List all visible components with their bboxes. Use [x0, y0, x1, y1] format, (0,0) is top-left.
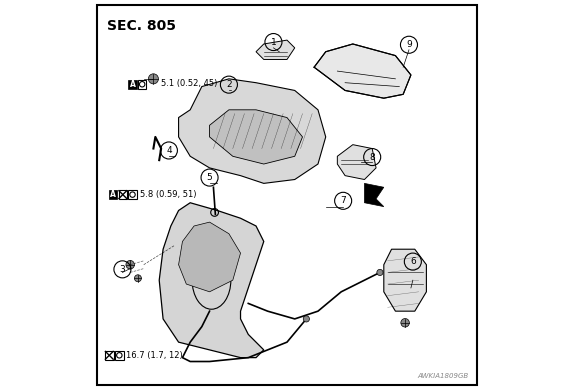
Text: 6: 6: [410, 257, 416, 266]
Circle shape: [148, 74, 158, 84]
Text: A: A: [110, 190, 116, 199]
Polygon shape: [364, 183, 384, 207]
Polygon shape: [384, 249, 426, 311]
Text: 5.1 (0.52, 45): 5.1 (0.52, 45): [161, 80, 218, 89]
Polygon shape: [159, 203, 264, 358]
Circle shape: [377, 269, 383, 276]
Bar: [115, 351, 123, 360]
Text: 2: 2: [226, 80, 232, 89]
Polygon shape: [210, 110, 302, 164]
Text: 9: 9: [406, 40, 412, 49]
Bar: [119, 190, 127, 199]
Text: SEC. 805: SEC. 805: [107, 19, 176, 33]
Text: 5.8 (0.59, 51): 5.8 (0.59, 51): [140, 190, 196, 199]
Text: AWKIA1809GB: AWKIA1809GB: [418, 373, 469, 379]
Bar: [128, 80, 137, 89]
Bar: [128, 190, 137, 199]
Text: 1: 1: [270, 37, 276, 46]
Circle shape: [134, 275, 141, 282]
Text: A: A: [130, 80, 135, 89]
Polygon shape: [256, 40, 294, 59]
Circle shape: [401, 319, 409, 327]
Bar: [109, 190, 118, 199]
Circle shape: [303, 316, 309, 322]
Bar: [105, 351, 114, 360]
Bar: [138, 80, 146, 89]
Polygon shape: [179, 79, 325, 183]
Text: 5: 5: [207, 173, 212, 182]
Text: 7: 7: [340, 196, 346, 205]
Text: 3: 3: [119, 265, 125, 274]
Polygon shape: [314, 44, 411, 98]
Text: 16.7 (1.7, 12): 16.7 (1.7, 12): [126, 351, 183, 360]
Polygon shape: [179, 222, 241, 292]
Circle shape: [126, 261, 134, 269]
Text: 8: 8: [369, 152, 375, 161]
Text: 4: 4: [166, 146, 172, 155]
Polygon shape: [338, 145, 376, 179]
